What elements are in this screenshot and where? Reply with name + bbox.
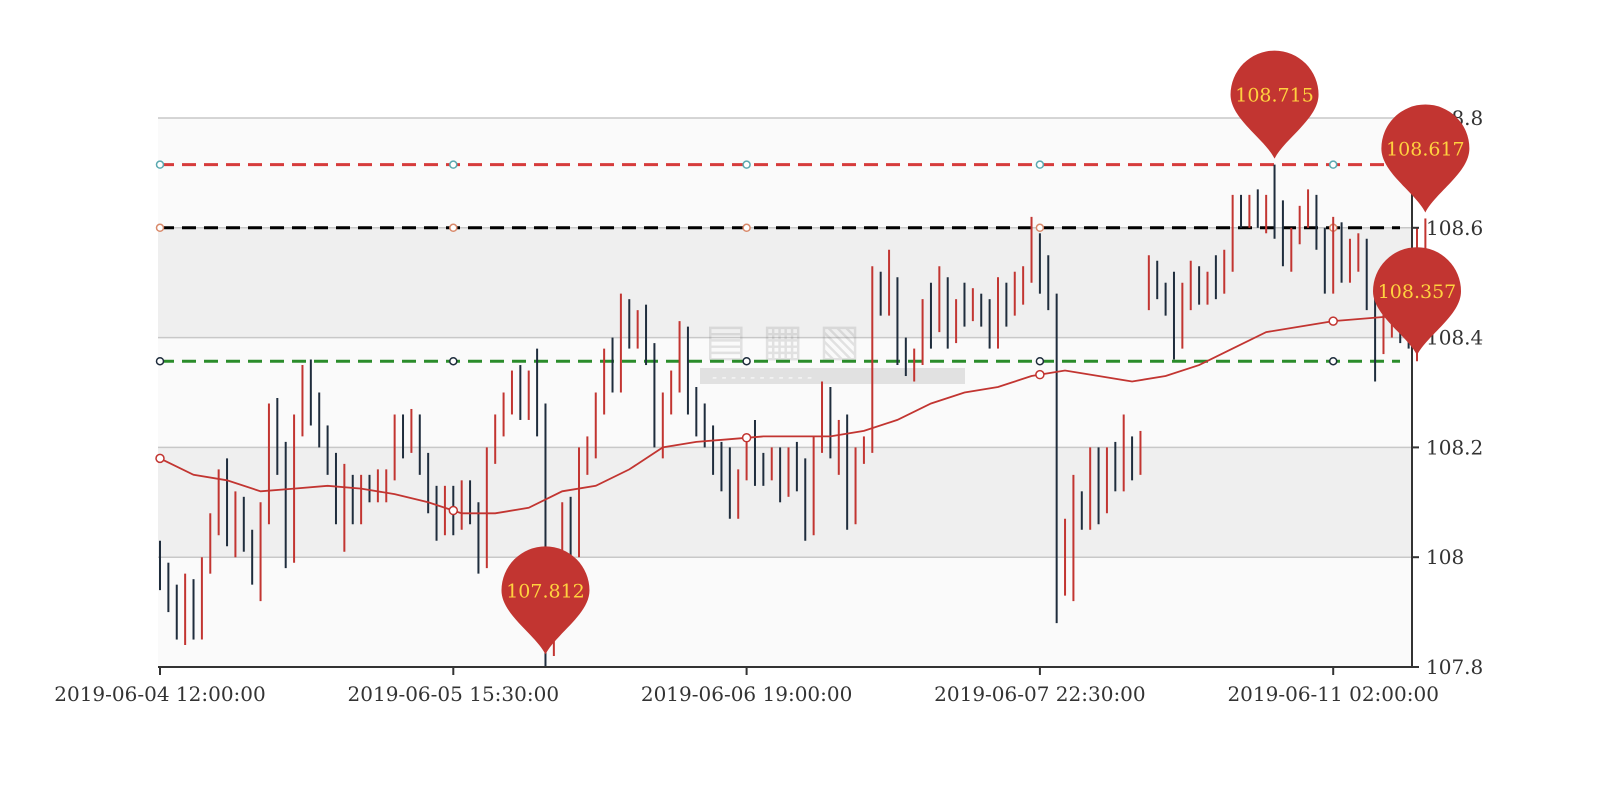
- mark-pin-label: 108.617: [1386, 138, 1465, 160]
- mark-pin-label: 108.357: [1378, 281, 1457, 303]
- mark-line-dot: [1035, 160, 1045, 169]
- svg-text:- - - - - - - - - - -: - - - - - - - - - - -: [712, 370, 812, 386]
- axes: [158, 118, 1413, 668]
- y-tick-label: 108.6: [1426, 216, 1483, 240]
- mark-line-dot: [1035, 223, 1045, 233]
- x-tick-label: 2019-06-06 19:00:00: [641, 682, 853, 706]
- mark-line-dot: [155, 356, 165, 366]
- mark-pin-shape: [1373, 247, 1461, 356]
- mark-line-dot: [1328, 356, 1338, 366]
- grid-band: [158, 557, 1412, 667]
- mark-line-dot: [155, 223, 165, 233]
- mark-line-dot: [449, 356, 458, 366]
- svg-text:▤ ▦ ▧: ▤ ▦ ▧: [705, 315, 860, 366]
- mark-pin-shape: [1230, 50, 1319, 159]
- mark-pin-label: 108.715: [1235, 85, 1314, 107]
- mark-pin: 108.617: [1381, 104, 1470, 213]
- ma-dot: [1035, 369, 1045, 380]
- ma-dot: [155, 453, 165, 464]
- grid-band: [158, 337, 1412, 448]
- mark-pin-shape: [501, 546, 590, 655]
- mark-line-dot: [742, 223, 751, 233]
- mark-line-dot: [449, 160, 458, 169]
- mark-pin: 107.812: [501, 546, 590, 655]
- grid-bands: [158, 118, 1412, 667]
- mark-line-dot: [1035, 356, 1045, 366]
- mark-lines: [155, 160, 1400, 366]
- x-tick-label: 2019-06-04 12:00:00: [54, 682, 266, 706]
- x-tick-label: 2019-06-05 15:30:00: [348, 682, 560, 706]
- y-tick-label: 108.2: [1426, 435, 1483, 459]
- mark-pin: 108.715: [1230, 50, 1319, 159]
- grid-band: [158, 227, 1412, 338]
- y-tick-label: 107.8: [1426, 655, 1483, 679]
- x-tick-label: 2019-06-07 22:30:00: [934, 682, 1146, 706]
- mark-line-dot: [742, 160, 751, 169]
- y-tick-label: 108: [1426, 545, 1464, 569]
- mark-pin-shape: [1381, 104, 1470, 213]
- mark-line-dot: [155, 160, 165, 169]
- x-axis-ticks: 2019-06-04 12:00:00 2019-06-05 15:30:00 20…: [54, 667, 1439, 706]
- mark-points: 108.715 108.617 108.357 107.812: [501, 50, 1470, 655]
- mark-pin-label: 107.812: [506, 580, 585, 602]
- mark-pin: 108.357: [1373, 247, 1461, 356]
- ma-line: [159, 314, 1426, 515]
- mark-line-dot: [449, 223, 458, 233]
- grid-band: [158, 447, 1412, 558]
- grid-band: [158, 118, 1412, 228]
- mark-line-dot: [1328, 160, 1338, 169]
- ma-dot: [448, 505, 459, 516]
- mark-line-dot: [742, 356, 751, 366]
- ma-dot: [741, 433, 752, 443]
- ma-dot: [1328, 316, 1338, 326]
- x-tick-label: 2019-06-11 02:00:00: [1227, 682, 1439, 706]
- moving-average: [155, 314, 1426, 516]
- watermark-logo: ▤ ▦ ▧ - - - - - - - - - - -: [700, 315, 965, 386]
